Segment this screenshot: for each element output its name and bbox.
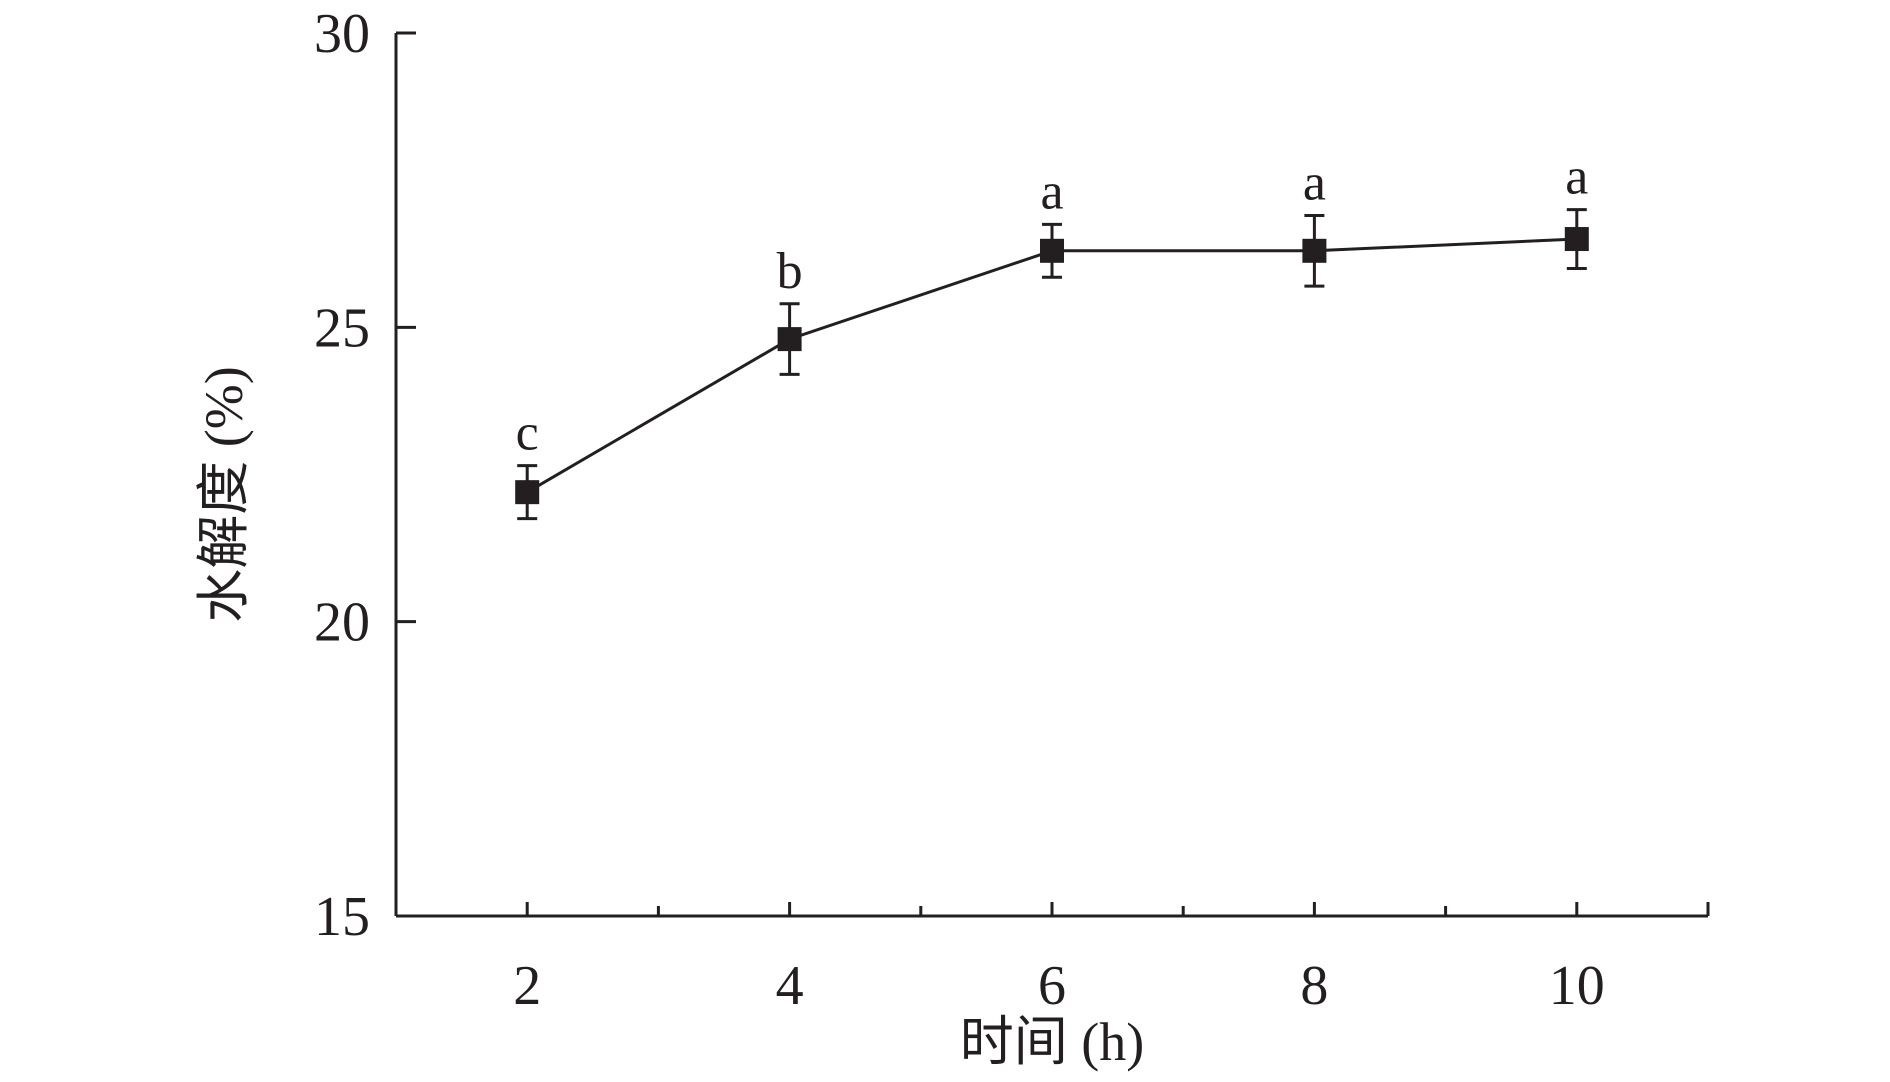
x-tick-label: 2	[513, 955, 541, 1017]
marker-square	[1302, 238, 1327, 263]
marker-square	[1564, 227, 1589, 252]
significance-label: a	[1040, 163, 1063, 220]
marker-square	[515, 480, 540, 505]
significance-label: a	[1303, 154, 1326, 211]
x-tick-label: 4	[776, 955, 804, 1017]
y-tick-label: 15	[314, 886, 370, 948]
y-axis-title: 水解度 (%)	[194, 366, 254, 622]
data-point: a	[1040, 163, 1064, 279]
marker-square	[777, 327, 802, 352]
x-tick-label: 10	[1549, 955, 1605, 1017]
y-tick-label: 20	[314, 592, 370, 654]
y-tick-label: 25	[314, 297, 370, 359]
data-point: a	[1564, 149, 1589, 270]
significance-label: c	[516, 405, 539, 462]
data-point: b	[777, 243, 803, 376]
significance-label: a	[1565, 149, 1588, 206]
tick-labels: 15 20 25 30 2 4 6 8 10	[314, 3, 1605, 1017]
x-axis-title: 时间 (h)	[960, 1012, 1144, 1072]
x-tick-label: 6	[1038, 955, 1066, 1017]
data-point: a	[1302, 154, 1327, 288]
y-tick-label: 30	[314, 3, 370, 65]
x-tick-label: 8	[1300, 955, 1328, 1017]
marker-square	[1040, 238, 1064, 263]
ticks	[396, 31, 1710, 918]
data-point: c	[515, 405, 540, 521]
series: c b a a a	[515, 149, 1589, 521]
significance-label: b	[777, 243, 803, 300]
